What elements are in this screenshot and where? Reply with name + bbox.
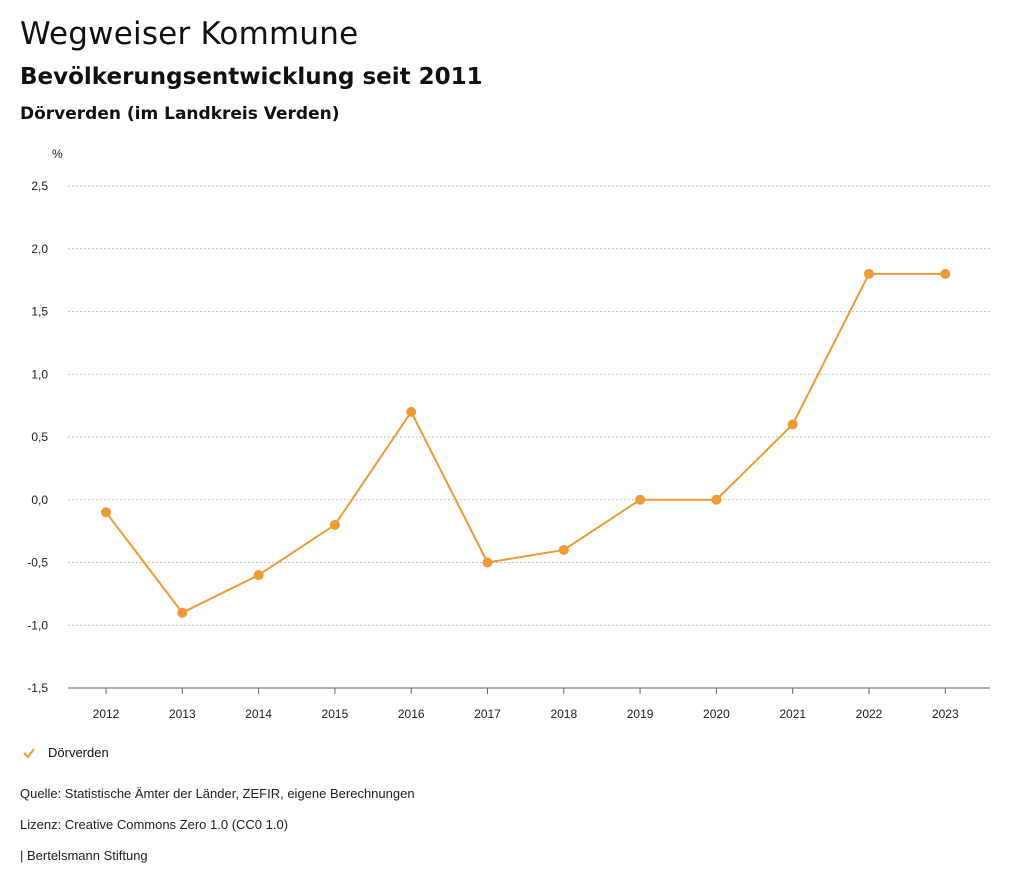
data-point — [864, 268, 874, 279]
data-point — [253, 570, 264, 581]
x-tick-label: 2022 — [856, 707, 883, 721]
y-tick-label: 1,5 — [31, 305, 48, 319]
y-tick-label: 0,0 — [31, 493, 48, 507]
x-tick-label: 2023 — [932, 707, 959, 721]
x-tick-label: 2019 — [627, 707, 654, 721]
series-line — [105, 272, 946, 614]
x-tick-label: 2021 — [779, 707, 806, 721]
y-tick-label: -1,5 — [27, 681, 48, 695]
data-point — [329, 519, 340, 530]
data-point — [177, 607, 188, 618]
legend-label: Dörverden — [48, 745, 109, 760]
data-point — [482, 557, 493, 568]
y-tick-label: 2,0 — [31, 242, 48, 256]
legend-item-doerverden[interactable]: Dörverden — [22, 745, 109, 760]
publisher-note: | Bertelsmann Stiftung — [20, 848, 148, 863]
x-tick-label: 2018 — [550, 707, 577, 721]
x-tick-label: 2013 — [169, 707, 196, 721]
y-tick-label: -1,0 — [27, 618, 48, 632]
y-tick-label: -0,5 — [27, 556, 48, 570]
data-point — [787, 419, 798, 430]
data-point — [558, 544, 569, 555]
page-title: Wegweiser Kommune — [20, 16, 359, 52]
data-point — [406, 406, 417, 417]
check-icon — [23, 747, 35, 759]
x-tick-label: 2015 — [322, 707, 349, 721]
x-tick-label: 2012 — [93, 707, 120, 721]
y-unit-label: % — [52, 147, 63, 161]
x-tick-label: 2017 — [474, 707, 501, 721]
source-note: Quelle: Statistische Ämter der Länder, Z… — [20, 786, 415, 801]
line-chart: % -1,5 -1,0 -0,5 0,0 0,5 1,0 1,5 2,0 2,5 2012 2013 2… — [27, 147, 990, 721]
x-tick-label: 2020 — [703, 707, 730, 721]
license-note: Lizenz: Creative Commons Zero 1.0 (CC0 1… — [20, 817, 289, 832]
y-tick-label: 1,0 — [31, 367, 48, 381]
data-point — [635, 494, 646, 505]
chart-subtitle: Bevölkerungsentwicklung seit 2011 — [20, 64, 483, 90]
data-point — [101, 507, 111, 518]
x-tick-label: 2014 — [245, 707, 272, 721]
x-tick-label: 2016 — [398, 707, 425, 721]
y-tick-label: 2,5 — [31, 179, 48, 193]
y-tick-label: 0,5 — [31, 430, 48, 444]
data-point — [711, 494, 722, 505]
region-label: Dörverden (im Landkreis Verden) — [20, 104, 340, 124]
data-point — [940, 268, 951, 279]
